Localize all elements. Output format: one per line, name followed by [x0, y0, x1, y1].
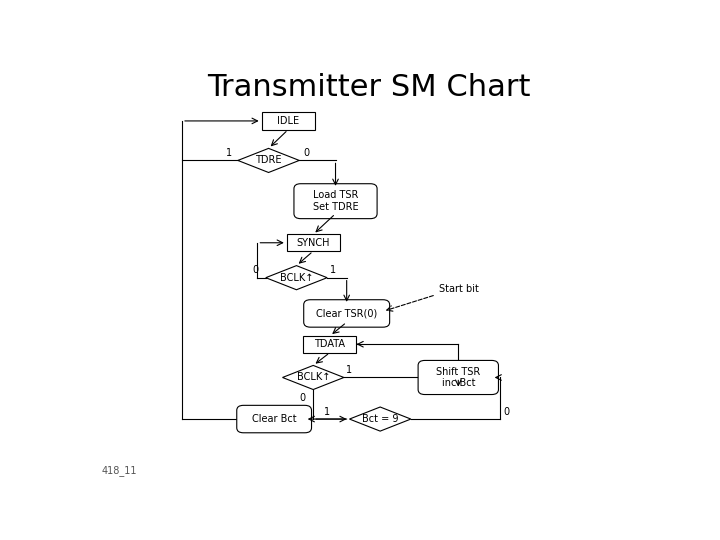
FancyBboxPatch shape [294, 184, 377, 219]
Text: 1: 1 [226, 148, 233, 158]
Polygon shape [266, 266, 327, 290]
Text: Clear Bct: Clear Bct [252, 414, 297, 424]
Text: 1: 1 [346, 365, 353, 375]
Text: Start bit: Start bit [438, 285, 479, 294]
FancyBboxPatch shape [287, 234, 340, 251]
Polygon shape [282, 366, 344, 389]
Text: Bct = 9: Bct = 9 [362, 414, 398, 424]
Text: BCLK↑: BCLK↑ [280, 273, 313, 282]
FancyBboxPatch shape [261, 112, 315, 130]
Polygon shape [238, 148, 300, 172]
Text: 0: 0 [504, 407, 510, 416]
Text: 0: 0 [299, 393, 305, 403]
Text: 0: 0 [253, 265, 258, 275]
Text: TDRE: TDRE [256, 156, 282, 165]
Polygon shape [349, 407, 411, 431]
Text: Transmitter SM Chart: Transmitter SM Chart [207, 73, 531, 102]
Text: 1: 1 [330, 265, 336, 275]
FancyBboxPatch shape [237, 406, 312, 433]
Text: Load TSR
Set TDRE: Load TSR Set TDRE [312, 191, 359, 212]
Text: 1: 1 [324, 407, 330, 416]
Text: 418_11: 418_11 [101, 465, 137, 476]
Text: BCLK↑: BCLK↑ [297, 373, 330, 382]
Text: Shift TSR
inc Bct: Shift TSR inc Bct [436, 367, 480, 388]
Text: TDATA: TDATA [315, 339, 346, 349]
FancyBboxPatch shape [304, 300, 390, 327]
Text: IDLE: IDLE [277, 116, 299, 126]
Text: Clear TSR(0): Clear TSR(0) [316, 308, 377, 319]
FancyBboxPatch shape [303, 336, 356, 353]
Text: SYNCH: SYNCH [297, 238, 330, 248]
Text: 0: 0 [303, 148, 309, 158]
FancyBboxPatch shape [418, 360, 498, 395]
